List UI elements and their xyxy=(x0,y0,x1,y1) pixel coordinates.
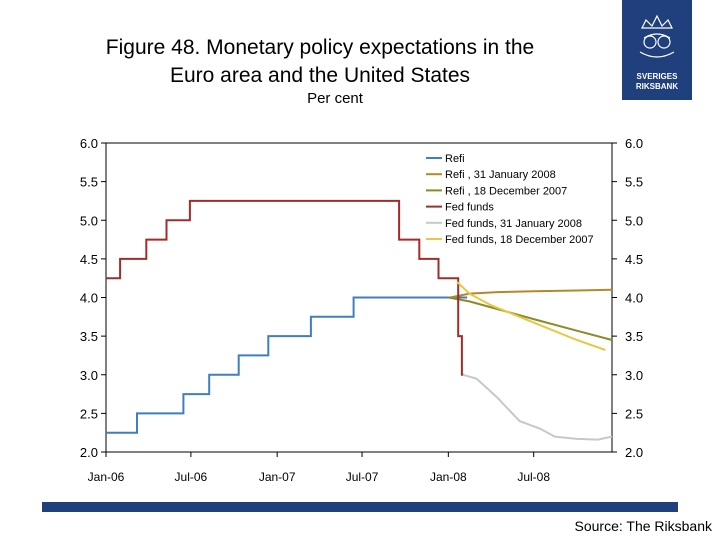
footer-bar xyxy=(42,502,678,512)
title-line-1: Figure 48. Monetary policy expectations … xyxy=(105,36,535,59)
y-tick-label-right: 2.0 xyxy=(625,445,643,460)
legend-label-6: Fed funds, 18 December 2007 xyxy=(445,234,594,246)
line-chart: 2.0 2.0 2.5 2.5 3.0 3.0 3.5 3.5 4.0 4.0 4.5 4.5 5.0 5… xyxy=(80,136,643,484)
chart-subtitle: Per cent xyxy=(307,90,363,107)
x-tick-label: Jul-08 xyxy=(517,470,550,484)
legend-label-5: Fed funds, 31 January 2008 xyxy=(445,218,582,230)
y-tick-label-right: 5.5 xyxy=(625,175,643,190)
series-line-6 xyxy=(456,281,606,351)
y-tick-label-left: 3.5 xyxy=(80,329,98,344)
y-tick-label-left: 4.0 xyxy=(80,291,98,306)
y-tick-label-left: 4.5 xyxy=(80,252,98,267)
series-line-2 xyxy=(450,288,613,299)
series-line-4 xyxy=(106,199,464,376)
source-note: Source: The Riksbank xyxy=(574,518,712,534)
series-line-3 xyxy=(448,296,613,341)
chart-ticks: 2.0 2.0 2.5 2.5 3.0 3.0 3.5 3.5 4.0 4.0 4.5 4.5 5.0 5… xyxy=(80,136,643,484)
logo-line-2: RIKSBANK xyxy=(636,82,678,91)
y-tick-label-right: 4.5 xyxy=(625,252,643,267)
legend-label-3: Refi , 18 December 2007 xyxy=(445,185,567,197)
x-tick-label: Jul-07 xyxy=(346,470,379,484)
riksbank-logo: SVERIGES RIKSBANK xyxy=(622,0,692,100)
y-tick-label-right: 3.0 xyxy=(625,368,643,383)
y-tick-label-right: 2.5 xyxy=(625,406,643,421)
series-line-1 xyxy=(106,296,468,434)
x-tick-label: Jan-07 xyxy=(259,470,296,484)
legend-label-4: Fed funds xyxy=(445,202,494,214)
y-tick-label-left: 5.0 xyxy=(80,213,98,228)
x-tick-label: Jul-06 xyxy=(175,470,208,484)
y-tick-label-left: 2.0 xyxy=(80,445,98,460)
chart-legend: Refi Refi , 31 January 2008 Refi , 18 Dece… xyxy=(426,153,594,246)
y-tick-label-right: 4.0 xyxy=(625,291,643,306)
y-tick-label-left: 3.0 xyxy=(80,368,98,383)
chart-title: Figure 48. Monetary policy expectations … xyxy=(40,34,600,90)
y-tick-label-right: 5.0 xyxy=(625,213,643,228)
title-line-2: Euro area and the United States xyxy=(169,64,471,87)
series-line-5 xyxy=(462,373,613,441)
x-tick-label: Jan-08 xyxy=(430,470,467,484)
logo-line-1: SVERIGES xyxy=(637,72,679,81)
chart-series xyxy=(106,199,613,441)
legend-label-1: Refi xyxy=(445,153,465,165)
y-tick-label-left: 6.0 xyxy=(80,136,98,151)
x-tick-label: Jan-06 xyxy=(88,470,125,484)
y-tick-label-right: 3.5 xyxy=(625,329,643,344)
legend-label-2: Refi , 31 January 2008 xyxy=(445,169,556,181)
y-tick-label-left: 2.5 xyxy=(80,406,98,421)
y-tick-label-left: 5.5 xyxy=(80,175,98,190)
crown-emblem-icon: SVERIGES RIKSBANK xyxy=(636,14,679,91)
y-tick-label-right: 6.0 xyxy=(625,136,643,151)
